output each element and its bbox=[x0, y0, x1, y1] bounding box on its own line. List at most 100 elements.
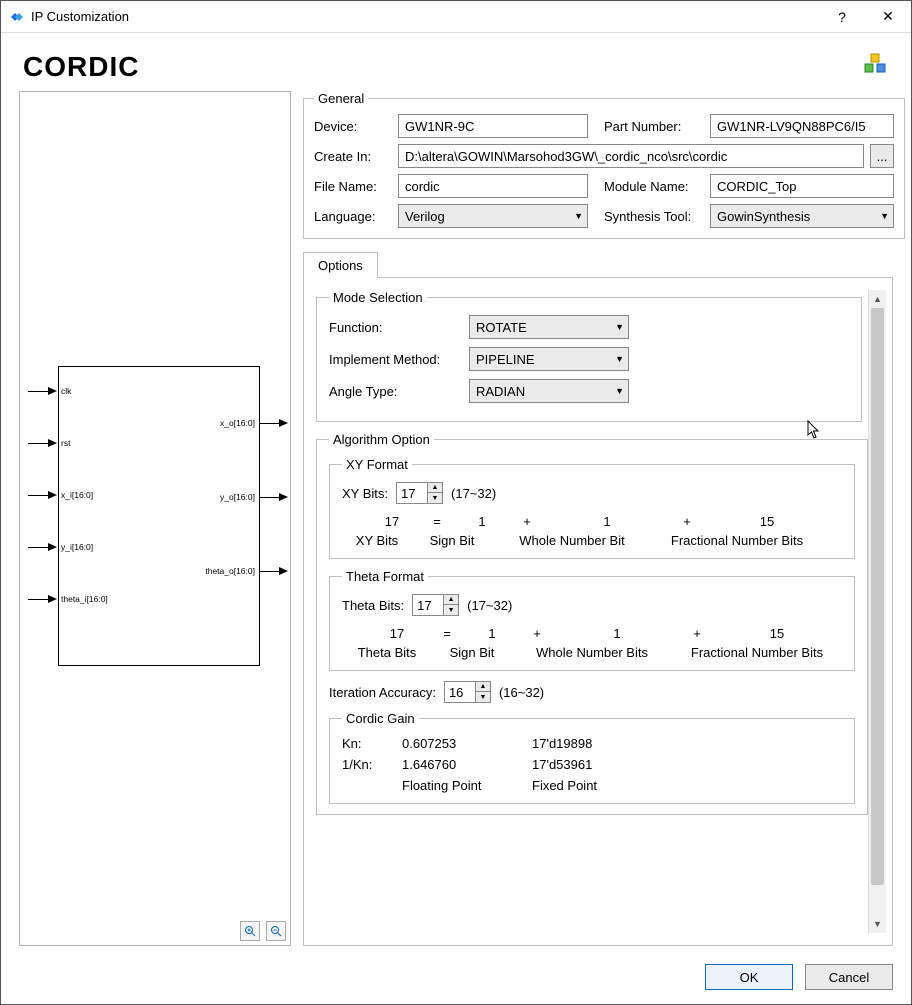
spin-down-icon[interactable]: ▼ bbox=[476, 692, 490, 702]
kn-label: Kn: bbox=[342, 736, 402, 751]
iter-label: Iteration Accuracy: bbox=[329, 685, 436, 700]
ikn-fixed: 17'd53961 bbox=[532, 757, 652, 772]
body: clk rst x_i[16:0] y_i[16:0] theta_i[16:0… bbox=[1, 91, 911, 954]
kn-float: 0.607253 bbox=[402, 736, 532, 751]
spin-down-icon[interactable]: ▼ bbox=[444, 605, 458, 615]
right-pane: General Device: Part Number: Create In: … bbox=[303, 91, 893, 946]
xy-bits-label: XY Bits: bbox=[342, 486, 388, 501]
fixed-header: Fixed Point bbox=[532, 778, 652, 793]
xy-format-group: XY Format XY Bits: ▲▼ (17~32) 17 bbox=[329, 457, 855, 559]
footer: OK Cancel bbox=[1, 954, 911, 1004]
titlebar: IP Customization ? ✕ bbox=[1, 1, 911, 33]
module-label: Module Name: bbox=[604, 179, 704, 194]
cordic-gain-group: Cordic Gain Kn: 0.607253 17'd19898 1/Kn:… bbox=[329, 711, 855, 804]
language-select[interactable]: Verilog▼ bbox=[398, 204, 588, 228]
device-field[interactable] bbox=[398, 114, 588, 138]
kn-fixed: 17'd19898 bbox=[532, 736, 652, 751]
ikn-float: 1.646760 bbox=[402, 757, 532, 772]
spin-up-icon[interactable]: ▲ bbox=[428, 483, 442, 493]
cubes-icon bbox=[861, 52, 889, 83]
iter-range: (16~32) bbox=[499, 685, 544, 700]
theta-format-group: Theta Format Theta Bits: ▲▼ (17~32) bbox=[329, 569, 855, 671]
xy-eq-row: 17 = 1 + 1 + 15 bbox=[362, 514, 842, 529]
port-rst: rst bbox=[28, 438, 70, 448]
mode-selection-group: Mode Selection Function: ROTATE▼ Impleme… bbox=[316, 290, 862, 422]
iter-spinner[interactable]: ▲▼ bbox=[444, 681, 491, 703]
theta-lbl-row: Theta Bits Sign Bit Whole Number Bits Fr… bbox=[342, 645, 842, 660]
app-icon bbox=[9, 9, 25, 25]
chevron-down-icon: ▼ bbox=[615, 322, 624, 332]
synth-select[interactable]: GowinSynthesis▼ bbox=[710, 204, 894, 228]
theta-eq-row: 17 = 1 + 1 + 15 bbox=[362, 626, 842, 641]
spin-up-icon[interactable]: ▲ bbox=[476, 682, 490, 692]
port-xo: x_o[16:0] bbox=[220, 418, 288, 428]
function-label: Function: bbox=[329, 320, 469, 335]
createin-label: Create In: bbox=[314, 149, 392, 164]
spin-up-icon[interactable]: ▲ bbox=[444, 595, 458, 605]
tabs: Options bbox=[303, 251, 893, 277]
scroll-up-icon[interactable]: ▲ bbox=[869, 290, 886, 308]
zoom-in-button[interactable] bbox=[240, 921, 260, 941]
device-label: Device: bbox=[314, 119, 392, 134]
port-thetao: theta_o[16:0] bbox=[205, 566, 288, 576]
cancel-button[interactable]: Cancel bbox=[805, 964, 893, 990]
ip-block bbox=[58, 366, 260, 666]
ip-customization-window: IP Customization ? ✕ CORDIC clk bbox=[0, 0, 912, 1005]
angle-select[interactable]: RADIAN▼ bbox=[469, 379, 629, 403]
part-label: Part Number: bbox=[604, 119, 704, 134]
angle-label: Angle Type: bbox=[329, 384, 469, 399]
theta-bits-range: (17~32) bbox=[467, 598, 512, 613]
impl-select[interactable]: PIPELINE▼ bbox=[469, 347, 629, 371]
part-field[interactable] bbox=[710, 114, 894, 138]
gain-legend: Cordic Gain bbox=[342, 711, 419, 726]
function-select[interactable]: ROTATE▼ bbox=[469, 315, 629, 339]
theta-bits-input[interactable] bbox=[412, 594, 444, 616]
xy-lbl-row: XY Bits Sign Bit Whole Number Bit Fracti… bbox=[342, 533, 842, 548]
theta-legend: Theta Format bbox=[342, 569, 428, 584]
general-group: General Device: Part Number: Create In: … bbox=[303, 91, 905, 239]
scroll-down-icon[interactable]: ▼ bbox=[869, 915, 886, 933]
chevron-down-icon: ▼ bbox=[615, 354, 624, 364]
close-button[interactable]: ✕ bbox=[865, 1, 911, 33]
page-title: CORDIC bbox=[23, 51, 139, 83]
port-xi: x_i[16:0] bbox=[28, 490, 93, 500]
port-thetai: theta_i[16:0] bbox=[28, 594, 108, 604]
impl-label: Implement Method: bbox=[329, 352, 469, 367]
browse-button[interactable]: ... bbox=[870, 144, 894, 168]
algorithm-option-group: Algorithm Option XY Format XY Bits: ▲▼ (… bbox=[316, 432, 868, 815]
synth-label: Synthesis Tool: bbox=[604, 209, 704, 224]
theta-bits-spinner[interactable]: ▲▼ bbox=[412, 594, 459, 616]
spin-down-icon[interactable]: ▼ bbox=[428, 493, 442, 503]
help-button[interactable]: ? bbox=[819, 1, 865, 33]
float-header: Floating Point bbox=[402, 778, 532, 793]
port-clk: clk bbox=[28, 386, 71, 396]
iter-input[interactable] bbox=[444, 681, 476, 703]
algo-legend: Algorithm Option bbox=[329, 432, 434, 447]
language-label: Language: bbox=[314, 209, 392, 224]
scroll-thumb[interactable] bbox=[871, 308, 884, 885]
filename-label: File Name: bbox=[314, 179, 392, 194]
mode-legend: Mode Selection bbox=[329, 290, 427, 305]
createin-field[interactable] bbox=[398, 144, 864, 168]
diagram-area: clk rst x_i[16:0] y_i[16:0] theta_i[16:0… bbox=[20, 92, 290, 917]
zoom-bar bbox=[20, 917, 290, 945]
port-yo: y_o[16:0] bbox=[220, 492, 288, 502]
window-title: IP Customization bbox=[31, 9, 129, 24]
header: CORDIC bbox=[1, 33, 911, 91]
xy-bits-input[interactable] bbox=[396, 482, 428, 504]
filename-field[interactable] bbox=[398, 174, 588, 198]
port-yi: y_i[16:0] bbox=[28, 542, 93, 552]
zoom-out-button[interactable] bbox=[266, 921, 286, 941]
options-scroll: Mode Selection Function: ROTATE▼ Impleme… bbox=[316, 290, 868, 933]
xy-bits-spinner[interactable]: ▲▼ bbox=[396, 482, 443, 504]
xy-legend: XY Format bbox=[342, 457, 412, 472]
theta-bits-label: Theta Bits: bbox=[342, 598, 404, 613]
chevron-down-icon: ▼ bbox=[880, 211, 889, 221]
tab-options[interactable]: Options bbox=[303, 252, 378, 278]
scrollbar[interactable]: ▲ ▼ bbox=[868, 290, 886, 933]
scroll-track[interactable] bbox=[869, 308, 886, 915]
module-field[interactable] bbox=[710, 174, 894, 198]
chevron-down-icon: ▼ bbox=[574, 211, 583, 221]
ok-button[interactable]: OK bbox=[705, 964, 793, 990]
chevron-down-icon: ▼ bbox=[615, 386, 624, 396]
